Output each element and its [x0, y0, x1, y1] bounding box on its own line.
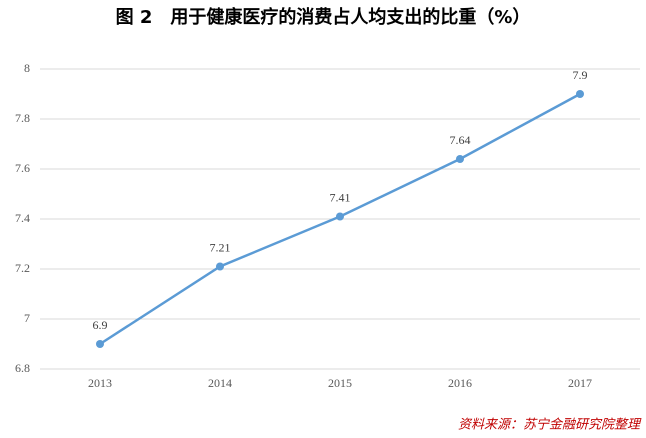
chart-title: 图 2 用于健康医疗的消费占人均支出的比重（%） — [116, 6, 531, 28]
data-point — [576, 90, 584, 98]
y-tick-label: 7.4 — [15, 211, 30, 225]
data-point — [456, 155, 464, 163]
data-label: 7.64 — [450, 133, 471, 147]
x-tick-label: 2016 — [448, 376, 472, 390]
data-label: 6.9 — [93, 318, 108, 332]
data-label: 7.41 — [330, 190, 351, 204]
data-point — [216, 262, 224, 271]
y-tick-label: 7.8 — [15, 111, 30, 125]
source-note: 资料来源：苏宁金融研究院整理 — [458, 417, 642, 433]
data-point — [336, 212, 344, 221]
y-tick-label: 7 — [24, 311, 30, 325]
x-tick-label: 2013 — [88, 376, 112, 390]
data-label: 7.21 — [210, 240, 231, 254]
data-label: 7.9 — [573, 68, 588, 82]
x-tick-label: 2014 — [208, 376, 232, 390]
y-tick-label: 6.8 — [15, 361, 30, 375]
x-tick-label: 2017 — [568, 376, 592, 390]
y-tick-label: 7.2 — [15, 261, 30, 275]
y-tick-label: 7.6 — [15, 161, 30, 175]
y-tick-label: 8 — [24, 61, 30, 75]
x-tick-label: 2015 — [328, 376, 352, 390]
data-point — [96, 340, 104, 348]
